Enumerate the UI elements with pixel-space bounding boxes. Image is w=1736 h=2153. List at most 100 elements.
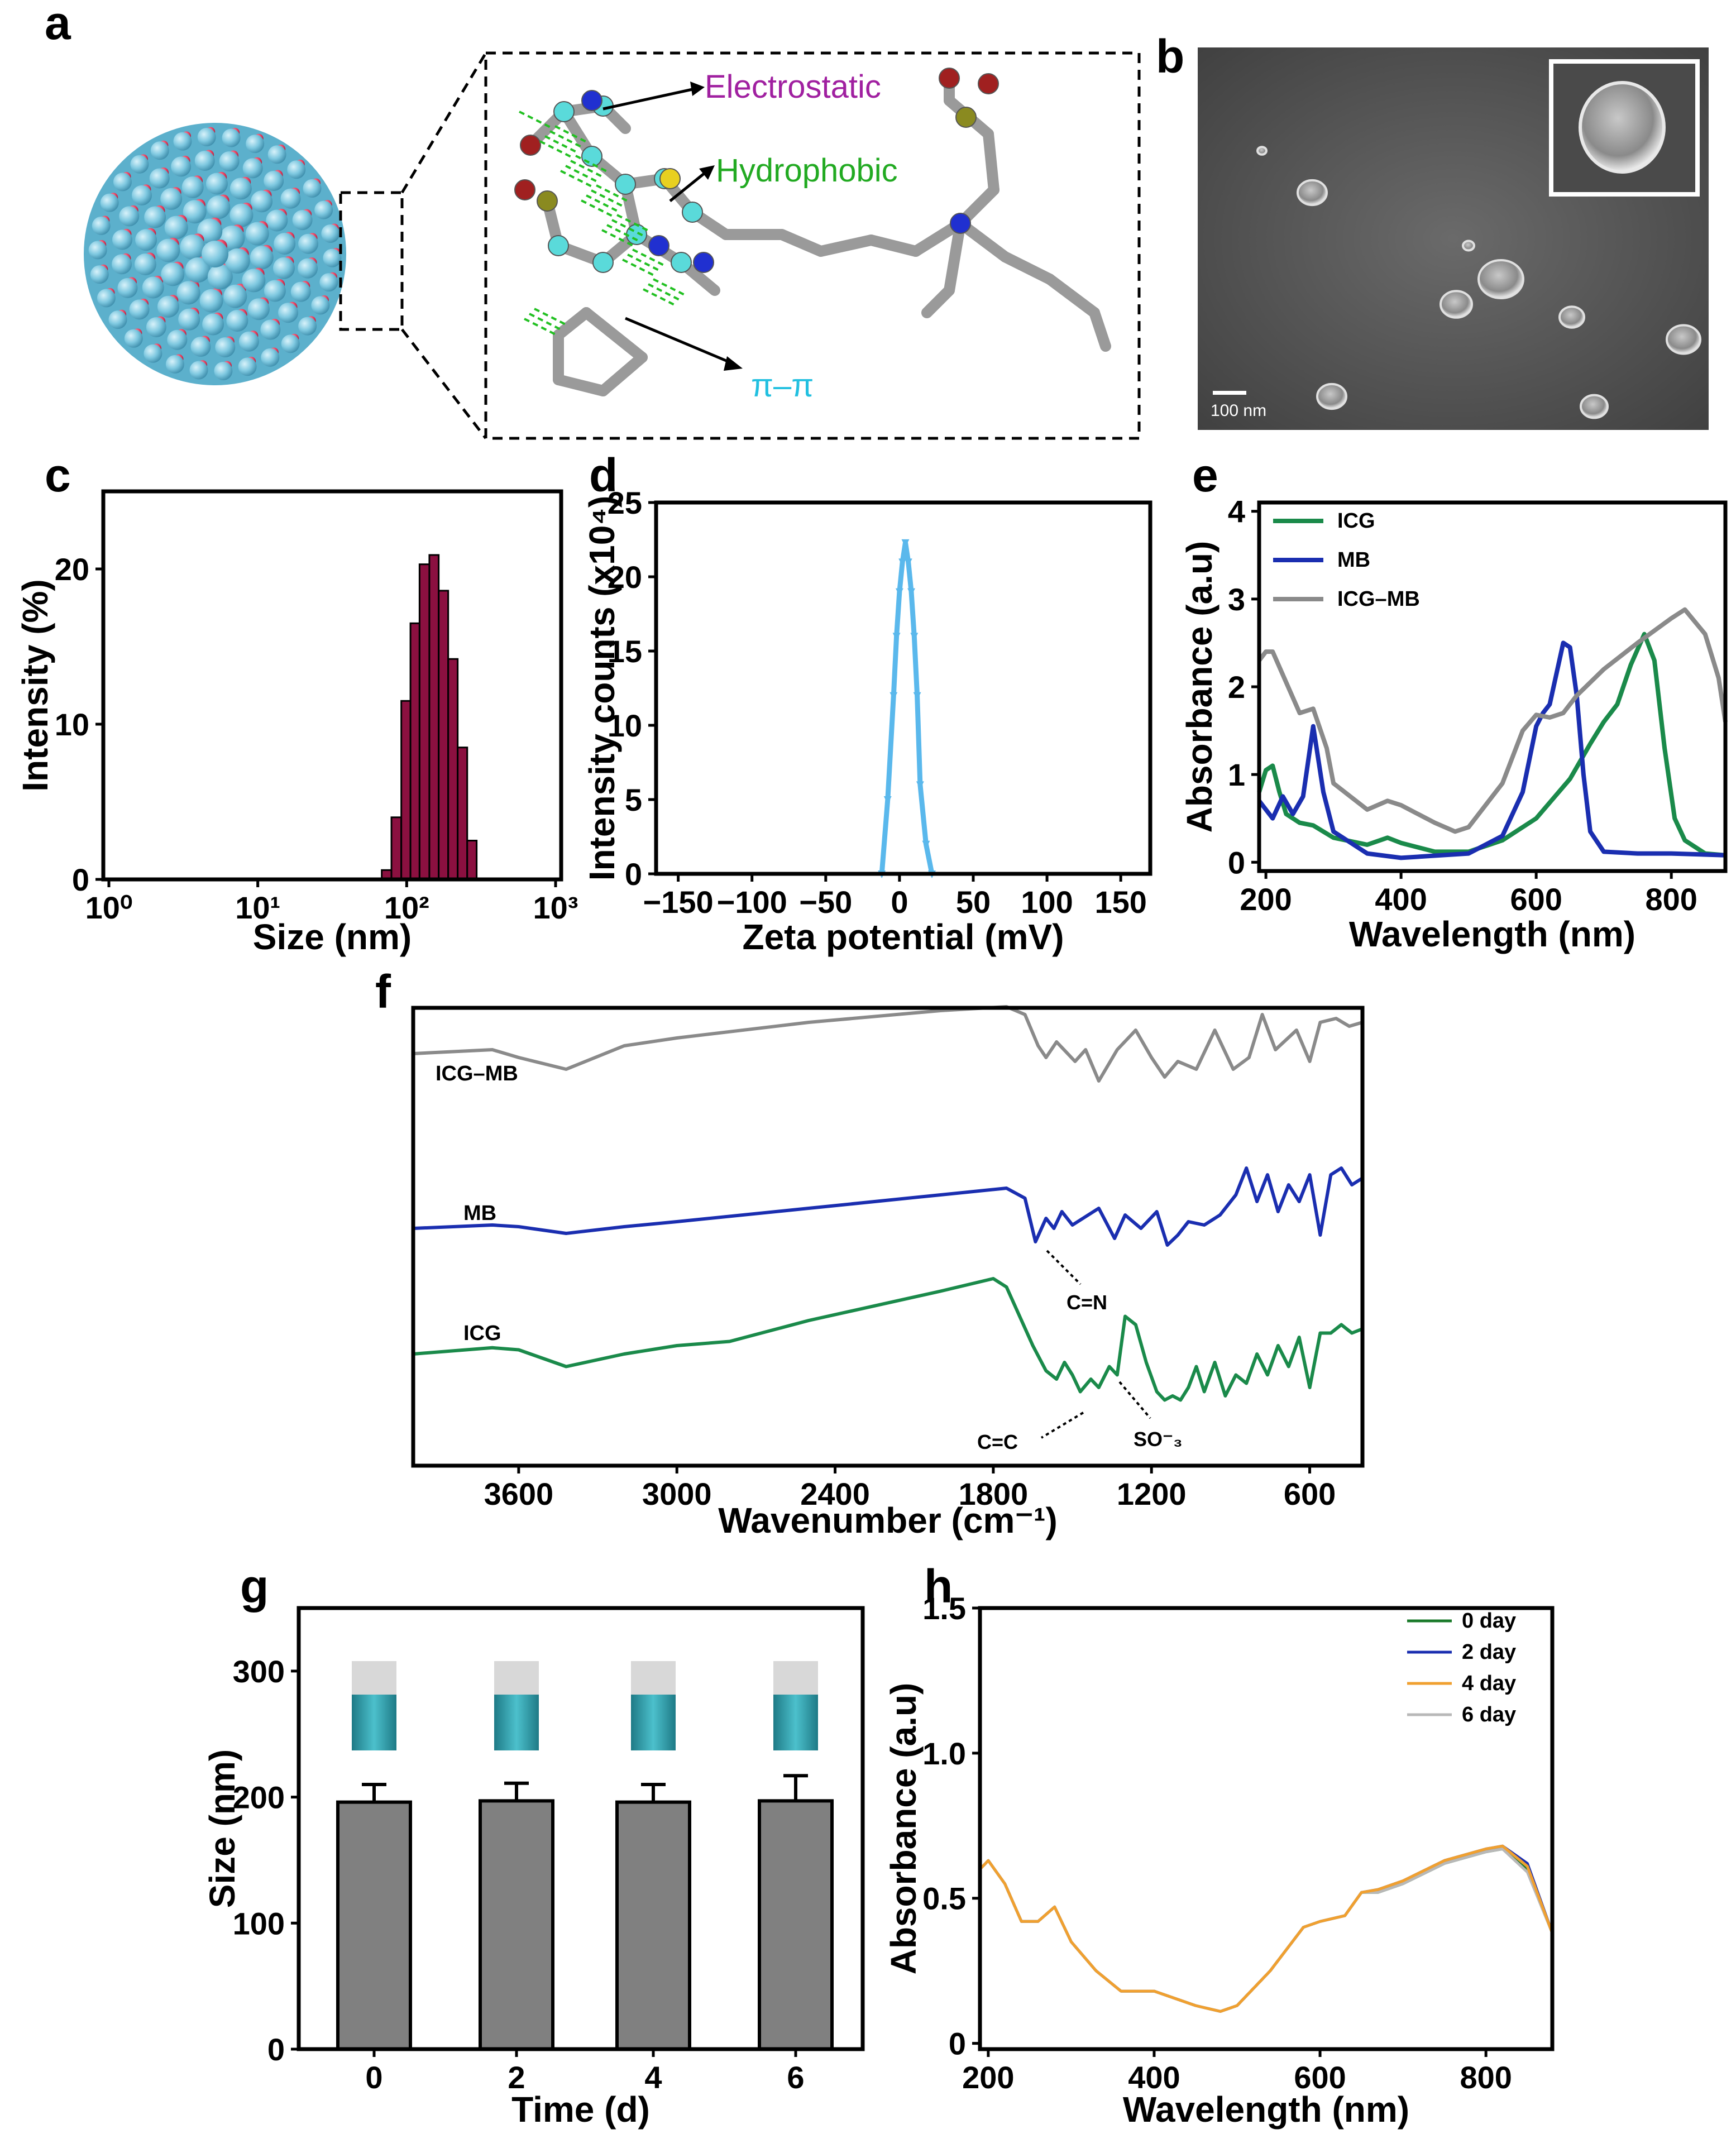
atom	[682, 202, 703, 223]
x-tick-label: 10⁰	[85, 890, 133, 925]
zeta-marker	[910, 633, 919, 641]
bond	[597, 352, 648, 396]
sphere-blue-ball	[303, 179, 322, 198]
x-tick-label: 400	[1128, 2060, 1180, 2095]
panel-g: g 0 2 4 6 0 100 200 300 Time (d) Size (nm)	[202, 1560, 865, 2130]
size-bar	[758, 1799, 834, 2051]
axes-frame-h	[978, 1606, 1555, 2051]
sphere-blue-ball	[157, 295, 179, 318]
sphere-blue-ball	[112, 254, 132, 275]
sphere-blue-ball	[264, 170, 284, 191]
hydrophobic-contact	[601, 229, 636, 248]
hydrophobic-contact	[544, 135, 579, 154]
sphere-blue-ball	[278, 303, 299, 323]
sphere-blue-ball	[190, 337, 211, 357]
y-tick-label: 0	[72, 862, 89, 897]
vial-solution	[631, 1695, 676, 1750]
hydrophobic-contact	[534, 308, 568, 327]
panel-letter-f: f	[375, 965, 391, 1018]
atom	[978, 73, 999, 94]
sphere-blue-ball	[229, 203, 254, 227]
zoom-line-bottom	[401, 328, 487, 439]
x-axis-label: Time (d)	[511, 2089, 650, 2130]
sphere-blue-ball	[189, 361, 208, 380]
legend-label: 6 day	[1462, 1703, 1516, 1726]
sphere-blue-ball	[215, 337, 236, 357]
size-bar	[409, 622, 420, 881]
x-tick-label: 10¹	[235, 890, 280, 925]
sem-particle	[1558, 305, 1585, 329]
x-tick-label: 150	[1094, 884, 1146, 920]
atom	[581, 90, 602, 111]
atom	[581, 146, 602, 167]
sphere-blue-ball	[323, 248, 342, 267]
zeta-marker	[898, 558, 907, 567]
hydrophobic-contact	[570, 160, 605, 179]
sphere-blue-ball	[247, 298, 270, 320]
sphere-blue-ball	[242, 158, 263, 179]
sphere-blue-ball	[149, 168, 170, 189]
x-tick-label: 3600	[484, 1476, 554, 1511]
ftir-icg	[413, 1277, 1364, 1402]
sphere-blue-ball	[321, 224, 340, 243]
sphere-blue-ball	[185, 257, 211, 283]
x-axis-label: Wavelength (nm)	[1123, 2089, 1409, 2130]
panel-e: e ICG MB ICG–MB 200 400 600 800 0 1 2 3 4 Wavelength …	[1179, 449, 1728, 954]
sphere-blue-ball	[144, 206, 166, 228]
sphere-blue-ball	[245, 222, 269, 246]
sphere-blue-ball	[90, 265, 109, 284]
x-tick-label: 2400	[800, 1476, 870, 1511]
sphere-blue-ball	[202, 313, 224, 336]
x-tick-label: 800	[1460, 2060, 1512, 2095]
hydrophobic-contact	[549, 130, 584, 149]
x-tick-label: −150	[643, 884, 714, 920]
atom	[548, 235, 569, 256]
sphere-blue-ball	[183, 200, 207, 224]
sphere-blue-ball	[176, 281, 200, 305]
sphere-blue-ball	[129, 299, 150, 320]
hydrophobic-contact	[643, 288, 677, 307]
size-bar	[428, 554, 440, 881]
y-tick-label: 1	[1228, 757, 1245, 792]
bond	[553, 374, 609, 396]
sphere-blue-ball	[314, 200, 333, 219]
y-axis-label: Absorbance (a.u)	[1179, 541, 1219, 833]
y-tick-label: 4	[1228, 494, 1245, 529]
zoom-box	[339, 191, 404, 331]
sphere-blue-ball	[319, 273, 338, 292]
x-tick-label: 600	[1510, 882, 1562, 917]
zeta-marker	[913, 692, 921, 700]
sphere-blue-ball	[298, 258, 318, 279]
sphere-blue-ball	[238, 331, 259, 352]
y-tick-label: 15	[608, 634, 642, 669]
sphere-blue-ball	[214, 361, 233, 380]
nanoparticle-spheres	[88, 127, 342, 380]
sphere-blue-ball	[119, 206, 140, 227]
panel-letter-c: c	[45, 449, 71, 501]
hydrophobic-contact	[622, 259, 657, 278]
sem-particle	[1297, 179, 1328, 207]
sphere-blue-ball	[117, 278, 138, 298]
sphere-blue-ball	[250, 246, 274, 270]
annotation-leader	[1046, 1250, 1082, 1285]
sphere-blue-ball	[180, 235, 205, 260]
sphere-blue-ball	[108, 310, 127, 329]
legend-label: ICG–MB	[1337, 587, 1420, 611]
x-tick-label: 1200	[1117, 1476, 1187, 1511]
hydrophobic-contact	[560, 170, 595, 189]
x-tick-label: 3000	[642, 1476, 712, 1511]
sphere-blue-ball	[97, 289, 116, 308]
interaction-arrow-pipi	[625, 317, 743, 371]
x-tick-label: 6	[787, 2060, 804, 2095]
y-axis-label: Intensity counts (x10⁴)	[582, 496, 622, 881]
sem-particle	[1462, 240, 1475, 252]
x-tick-label: 400	[1375, 882, 1427, 917]
atom	[592, 252, 614, 273]
legend-label: 2 day	[1462, 1640, 1516, 1664]
x-tick-label: 600	[1284, 1476, 1336, 1511]
legend-label: MB	[1337, 548, 1370, 572]
sphere-blue-ball	[178, 308, 200, 331]
sphere-blue-ball	[202, 241, 228, 267]
panel-c: c 10⁰ 10¹ 10² 10³ 0 10 20 Size (nm) Intensity (%)	[15, 449, 578, 957]
